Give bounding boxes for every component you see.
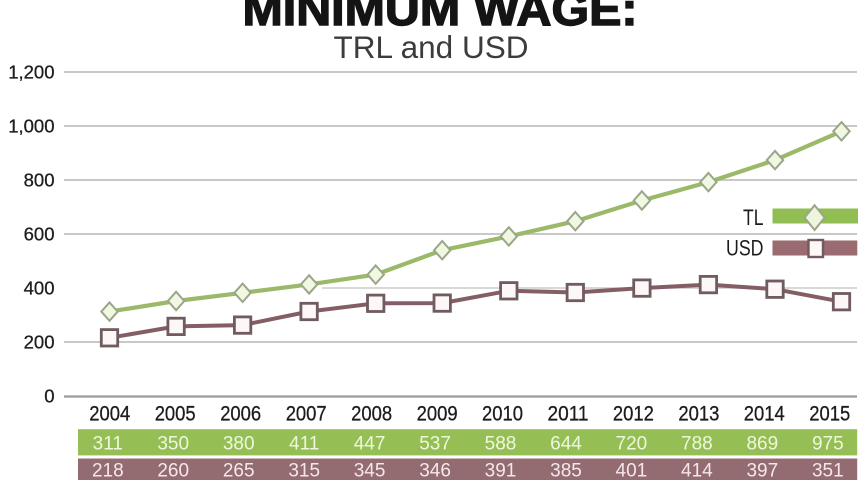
svg-text:2011: 2011: [548, 402, 589, 426]
svg-text:0: 0: [44, 386, 54, 407]
svg-text:411: 411: [289, 434, 319, 455]
svg-text:2013: 2013: [678, 402, 719, 426]
svg-text:346: 346: [419, 461, 451, 480]
svg-text:351: 351: [812, 461, 844, 480]
svg-text:MINIMUM WAGE:: MINIMUM WAGE:: [243, 0, 638, 35]
svg-text:385: 385: [550, 461, 582, 480]
svg-text:401: 401: [616, 461, 648, 480]
svg-text:2007: 2007: [286, 402, 327, 426]
svg-text:644: 644: [550, 434, 582, 455]
svg-text:788: 788: [681, 434, 713, 455]
svg-text:391: 391: [485, 461, 517, 480]
svg-text:2009: 2009: [417, 402, 458, 426]
svg-text:2014: 2014: [744, 402, 785, 426]
svg-text:400: 400: [24, 278, 55, 299]
svg-text:2008: 2008: [351, 402, 392, 426]
svg-text:2015: 2015: [809, 402, 850, 426]
svg-text:600: 600: [24, 224, 55, 245]
svg-text:397: 397: [746, 461, 778, 480]
svg-text:USD: USD: [726, 236, 764, 261]
svg-text:869: 869: [746, 434, 778, 455]
svg-text:800: 800: [24, 170, 55, 191]
svg-text:1,000: 1,000: [8, 116, 54, 137]
svg-text:218: 218: [92, 461, 124, 480]
svg-text:447: 447: [354, 434, 386, 455]
svg-text:265: 265: [223, 461, 255, 480]
svg-text:315: 315: [288, 461, 320, 480]
svg-text:2012: 2012: [613, 402, 654, 426]
svg-text:260: 260: [157, 461, 189, 480]
svg-text:2005: 2005: [155, 402, 196, 426]
svg-text:380: 380: [223, 434, 255, 455]
svg-text:350: 350: [157, 434, 189, 455]
svg-text:1,200: 1,200: [8, 62, 54, 83]
svg-text:975: 975: [812, 434, 844, 455]
svg-text:588: 588: [485, 434, 517, 455]
svg-text:TL: TL: [743, 205, 764, 230]
svg-text:2004: 2004: [89, 402, 130, 426]
svg-text:TRL and USD: TRL and USD: [334, 29, 529, 65]
svg-text:2006: 2006: [220, 402, 261, 426]
svg-text:537: 537: [419, 434, 451, 455]
svg-text:2010: 2010: [482, 402, 523, 426]
svg-text:720: 720: [616, 434, 648, 455]
svg-text:345: 345: [354, 461, 386, 480]
svg-text:200: 200: [24, 332, 55, 353]
svg-text:414: 414: [681, 461, 713, 480]
svg-text:311: 311: [93, 434, 123, 455]
